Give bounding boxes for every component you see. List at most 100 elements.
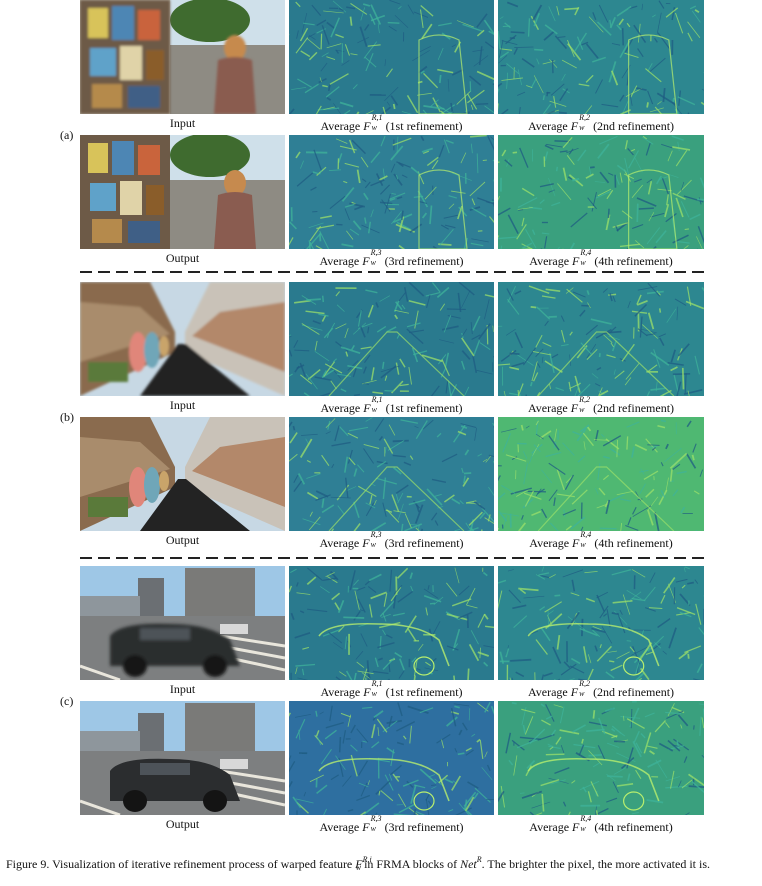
group-2-top_row-feature-caption-2-prefix: Average (527, 685, 571, 699)
group-1-top_row-feature-map-1 (289, 282, 494, 396)
group-0-top_row-feature-caption-1: Average F R,1 w (1st refinement) (289, 113, 494, 133)
group-2-top_row-photo-caption: Input (169, 682, 196, 696)
group-0-top_row-feature-caption-2-prefix: Average (527, 119, 571, 133)
group-1-bottom_row-feature-caption-1-suffix: (3rd refinement) (381, 536, 464, 550)
caption-net-sup: R (476, 855, 482, 864)
group-0-bottom_row-feature-caption-2-scripts: R,4 w (579, 248, 591, 267)
group-0-top_row-feature-caption-2-sup: R,2 (579, 113, 590, 122)
group-1-bottom_row-feature-caption-2-symbol: F (572, 536, 580, 550)
group-1-top_row-feature-caption-2-prefix: Average (527, 401, 571, 415)
group-0-top_row-feature-map-2 (498, 0, 704, 114)
group-2-top_row-feature-map-2 (498, 566, 704, 680)
group-0-bottom_row-feature-caption-2-sub: w (580, 258, 586, 267)
group-2-top_row-feature-caption-2: Average F R,2 w (2nd refinement) (498, 679, 704, 699)
group-1-bottom_row-feature-caption-1-sub: w (370, 540, 376, 549)
group-0-top_row-feature-caption-1-symbol: F (363, 119, 371, 133)
group-1-bottom_row-feature-map-1 (289, 417, 494, 531)
group-2-bottom_row-feature-caption-1-symbol: F (362, 820, 370, 834)
group-1-bottom_row-feature-caption-1-scripts: R,3 w (370, 530, 382, 549)
group-0-top_row-feature-caption-2-suffix: (2nd refinement) (590, 119, 675, 133)
caption-symbol: F (355, 857, 363, 871)
group-1-bottom_row-feature-caption-2-prefix: Average (529, 536, 573, 550)
group-0-bottom_row-feature-map-2 (498, 135, 704, 249)
group-0-bottom_row-feature-caption-1-sub: w (370, 258, 376, 267)
group-0-top_row-feature-caption-2: Average F R,2 w (2nd refinement) (498, 113, 704, 133)
group-1-bottom_row-feature-map-2 (498, 417, 704, 531)
group-2-bottom_row-feature-caption-2: Average F R,4 w (4th refinement) (498, 814, 704, 834)
group-1-top_row-feature-caption-1-sub: w (371, 405, 377, 414)
group-2-bottom_row-feature-caption-1-scripts: R,3 w (370, 814, 382, 833)
group-1-bottom_row-feature-caption-2-suffix: (4th refinement) (591, 536, 673, 550)
group-0-top_row-feature-caption-1-scripts: R,1 w (371, 113, 383, 132)
group-1-bottom_row-feature-caption-1: Average F R,3 w (3rd refinement) (289, 530, 494, 550)
group-1-top_row-photo (80, 282, 285, 396)
group-0-bottom_row-feature-caption-1-sup: R,3 (370, 248, 382, 257)
group-1-top_row-feature-caption-1-scripts: R,1 w (371, 395, 383, 414)
group-2-top_row-feature-caption-2-sub: w (579, 689, 585, 698)
group-1-top_row-feature-caption-2: Average F R,2 w (2nd refinement) (498, 395, 704, 415)
group-0-bottom_row-feature-caption-1-prefix: Average (319, 254, 363, 268)
group-2-top_row-feature-caption-2-symbol: F (570, 685, 579, 699)
group-separator-1 (80, 271, 706, 273)
group-2-top_row-feature-caption-1: Average F R,1 w (1st refinement) (289, 679, 494, 699)
group-2-top_row-photo (80, 566, 285, 680)
group-1-bottom_row-feature-caption-2-scripts: R,4 w (579, 530, 591, 549)
group-1-bottom_row-feature-caption-1-sup: R,3 (370, 530, 382, 539)
group-2-bottom_row-feature-caption-2-symbol: F (572, 820, 580, 834)
caption-sub: w (355, 863, 362, 872)
group-2-top_row-feature-caption-1-symbol: F (363, 685, 371, 699)
caption-text-2: in FRMA blocks of (361, 857, 461, 871)
group-1-top_row-feature-caption-2-symbol: F (570, 401, 579, 415)
group-0-top_row-feature-caption-2-sub: w (579, 123, 585, 132)
group-2-bottom_row-feature-caption-2-scripts: R,4 w (579, 814, 591, 833)
caption-text-3: . The brighter the pixel, the more activ… (481, 857, 711, 871)
group-1-top_row-feature-caption-1-symbol: F (363, 401, 371, 415)
group-1-top_row-photo-caption: Input (169, 398, 196, 412)
group-0-bottom_row-feature-caption-2-sup: R,4 (580, 248, 592, 257)
group-0-top_row-feature-caption-1-prefix: Average (320, 119, 364, 133)
group-0-top_row-feature-caption-1-sup: R,1 (371, 113, 383, 122)
group-2-top_row-feature-caption-2-sup: R,2 (579, 679, 590, 688)
group-0-bottom_row-feature-caption-2-suffix: (4th refinement) (591, 254, 673, 268)
group-1-bottom_row-feature-caption-2: Average F R,4 w (4th refinement) (498, 530, 704, 550)
group-2-top_row-feature-caption-1-sup: R,1 (371, 679, 383, 688)
group-2-top_row-feature-caption-1-prefix: Average (320, 685, 364, 699)
group-1-top_row-feature-caption-2-suffix: (2nd refinement) (590, 401, 675, 415)
group-1-top_row-feature-caption-2-sub: w (579, 405, 585, 414)
group-0-top_row-feature-caption-1-sub: w (371, 123, 377, 132)
group-2-top_row-feature-caption-2-suffix: (2nd refinement) (590, 685, 675, 699)
caption-sup: R,i (362, 855, 372, 864)
group-2-bottom_row-feature-caption-2-sub: w (580, 824, 586, 833)
group-2-top_row-feature-caption-1-scripts: R,1 w (371, 679, 383, 698)
caption-net: Net (460, 857, 477, 871)
group-1-bottom_row-photo-caption: Output (165, 533, 200, 547)
group-2-bottom_row-feature-caption-2-suffix: (4th refinement) (591, 820, 673, 834)
group-2-bottom_row-photo (80, 701, 285, 815)
group-0-bottom_row-feature-caption-1-symbol: F (362, 254, 370, 268)
group-0-bottom_row-feature-caption-2: Average F R,4 w (4th refinement) (498, 248, 704, 268)
group-2-bottom_row-feature-caption-2-prefix: Average (529, 820, 573, 834)
group-2-top_row-feature-caption-2-scripts: R,2 w (578, 679, 590, 698)
group-2-bottom_row-feature-map-1 (289, 701, 494, 815)
group-1-bottom_row-photo (80, 417, 285, 531)
group-2-top_row-feature-caption-1-sub: w (371, 689, 377, 698)
group-1-bottom_row-feature-caption-1-prefix: Average (319, 536, 363, 550)
group-1-bottom_row-feature-caption-2-sub: w (580, 540, 586, 549)
group-0-top_row-feature-map-1 (289, 0, 494, 114)
group-0-top_row-photo-caption: Input (169, 116, 196, 130)
group-0-bottom_row-feature-map-1 (289, 135, 494, 249)
group-2-bottom_row-feature-map-2 (498, 701, 704, 815)
group-1-bottom_row-feature-caption-1-symbol: F (362, 536, 370, 550)
group-2-top_row-feature-map-1 (289, 566, 494, 680)
group-0-top_row-feature-caption-2-scripts: R,2 w (578, 113, 590, 132)
group-0-bottom_row-feature-caption-1: Average F R,3 w (3rd refinement) (289, 248, 494, 268)
group-1-label: (b) (60, 410, 74, 424)
group-0-bottom_row-photo-caption: Output (165, 251, 200, 265)
figure-caption: Figure 9. Visualization of iterative ref… (6, 852, 758, 876)
group-2-bottom_row-feature-caption-1-prefix: Average (319, 820, 363, 834)
group-0-bottom_row-feature-caption-1-suffix: (3rd refinement) (381, 254, 464, 268)
group-0-bottom_row-photo (80, 135, 285, 249)
group-0-label: (a) (60, 128, 74, 142)
group-0-bottom_row-feature-caption-2-prefix: Average (529, 254, 573, 268)
group-2-bottom_row-feature-caption-2-sup: R,4 (580, 814, 592, 823)
